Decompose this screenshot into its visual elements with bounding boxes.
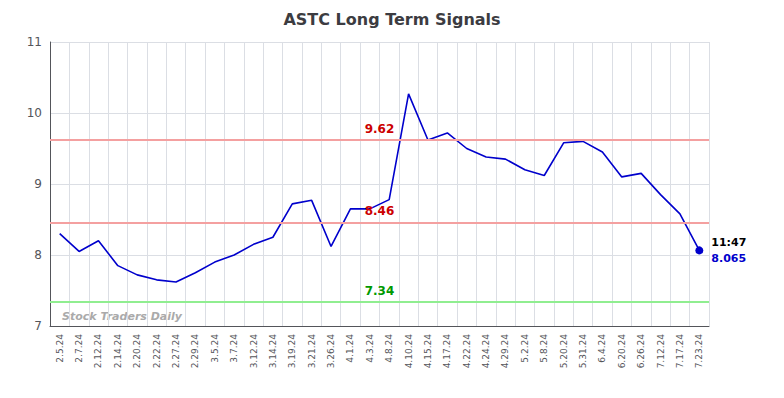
svg-text:3.5.24: 3.5.24 [210, 334, 220, 363]
svg-text:4.1.24: 4.1.24 [345, 334, 355, 363]
svg-text:6.20.24: 6.20.24 [617, 334, 627, 369]
svg-text:Stock Traders Daily: Stock Traders Daily [62, 310, 183, 323]
svg-text:7: 7 [34, 319, 42, 333]
svg-text:9: 9 [34, 177, 42, 191]
svg-text:3.14.24: 3.14.24 [268, 334, 278, 369]
svg-text:2.14.24: 2.14.24 [113, 334, 123, 369]
svg-text:11:47: 11:47 [711, 236, 746, 249]
svg-text:4.29.24: 4.29.24 [500, 334, 510, 369]
svg-text:4.24.24: 4.24.24 [481, 334, 491, 369]
svg-text:3.26.24: 3.26.24 [326, 334, 336, 369]
svg-text:10: 10 [27, 106, 42, 120]
svg-text:4.17.24: 4.17.24 [442, 334, 452, 369]
svg-text:2.12.24: 2.12.24 [93, 334, 103, 369]
svg-text:8.065: 8.065 [711, 252, 746, 265]
svg-text:5.8.24: 5.8.24 [539, 334, 549, 363]
svg-text:7.12.24: 7.12.24 [656, 334, 666, 369]
svg-text:5.2.24: 5.2.24 [520, 334, 530, 363]
svg-text:4.15.24: 4.15.24 [423, 334, 433, 369]
svg-text:2.27.24: 2.27.24 [171, 334, 181, 369]
svg-text:3.21.24: 3.21.24 [307, 334, 317, 369]
svg-text:7.23.24: 7.23.24 [694, 334, 704, 369]
svg-text:ASTC Long Term Signals: ASTC Long Term Signals [283, 10, 500, 29]
svg-text:6.4.24: 6.4.24 [597, 334, 607, 363]
svg-text:8: 8 [34, 248, 42, 262]
svg-text:4.10.24: 4.10.24 [404, 334, 414, 369]
svg-text:7.17.24: 7.17.24 [675, 334, 685, 369]
svg-text:11: 11 [27, 35, 42, 49]
svg-text:3.7.24: 3.7.24 [229, 334, 239, 363]
svg-text:2.20.24: 2.20.24 [132, 334, 142, 369]
svg-text:5.20.24: 5.20.24 [559, 334, 569, 369]
svg-text:6.26.24: 6.26.24 [636, 334, 646, 369]
svg-text:3.12.24: 3.12.24 [249, 334, 259, 369]
svg-text:2.22.24: 2.22.24 [152, 334, 162, 369]
svg-text:3.19.24: 3.19.24 [287, 334, 297, 369]
svg-text:2.5.24: 2.5.24 [55, 334, 65, 363]
svg-text:4.3.24: 4.3.24 [365, 334, 375, 363]
svg-text:2.7.24: 2.7.24 [74, 334, 84, 363]
svg-text:4.8.24: 4.8.24 [384, 334, 394, 363]
svg-text:9.62: 9.62 [365, 122, 395, 136]
svg-text:5.31.24: 5.31.24 [578, 334, 588, 369]
svg-text:8.46: 8.46 [365, 204, 395, 218]
svg-text:2.29.24: 2.29.24 [190, 334, 200, 369]
svg-text:7.34: 7.34 [365, 284, 395, 298]
svg-text:4.22.24: 4.22.24 [462, 334, 472, 369]
